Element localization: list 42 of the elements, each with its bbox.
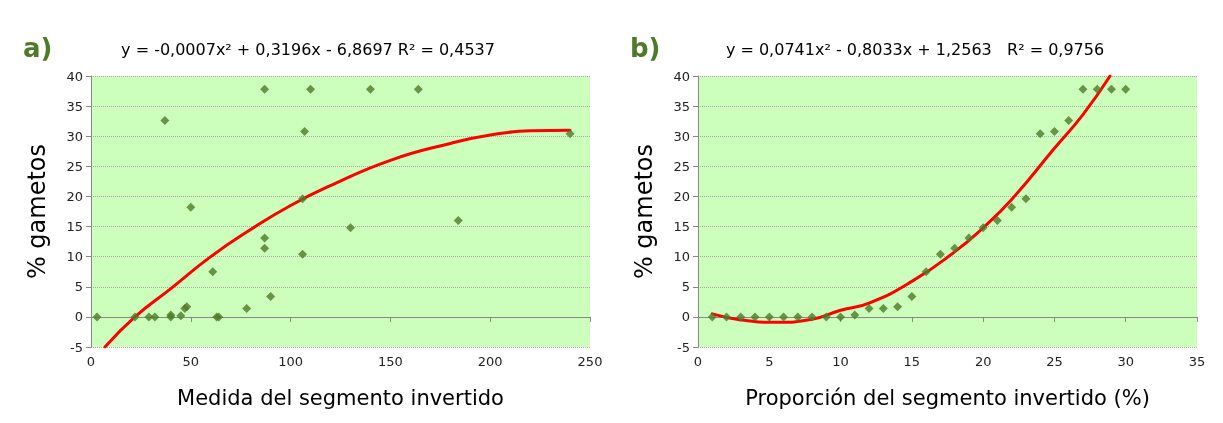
x-tick-label: 25 [1046,354,1063,369]
y-axis-title: % gametos [23,143,51,280]
x-tick-label: 15 [903,354,921,369]
y-tick-label: 5 [74,279,83,295]
y-tick-label: 0 [681,309,690,325]
x-axis-title: Proporción del segmento invertido (%) [745,385,1150,410]
y-tick-label: 25 [673,158,690,174]
y-tick-label: 35 [673,98,690,114]
y-tick-label: 20 [66,188,83,204]
y-tick-label: 35 [66,98,83,114]
x-tick-label: 100 [278,354,304,369]
y-tick-label: 20 [673,188,690,204]
y-tick-label: 15 [66,219,83,235]
chart-subtitle: y = -0,0007x² + 0,3196x - 6,8697 R² = 0,4537 [121,39,495,59]
x-tick-label: 10 [832,354,849,369]
x-tick-label: 250 [577,354,603,369]
y-tick-label: 15 [673,219,690,235]
x-tick-label: 200 [477,354,503,369]
chart-title: a) [23,33,53,63]
y-tick-label: 40 [66,68,83,84]
x-tick-label: 20 [974,354,992,369]
x-tick-label: 35 [1188,354,1206,369]
y-tick-label: 30 [66,128,83,144]
x-tick-label: 0 [693,354,703,369]
chart-subtitle: y = 0,0741x² - 0,8033x + 1,2563 R² = 0,9756 [725,39,1105,59]
y-axis-title: % gametos [630,143,658,280]
y-tick-label: -5 [677,339,690,355]
y-tick-label: 25 [66,158,83,174]
x-tick-label: 50 [182,354,200,369]
x-tick-label: 5 [765,354,774,369]
x-axis-title: Medida del segmento invertido [177,385,504,410]
y-tick-label: 0 [74,309,83,325]
y-tick-label: 10 [673,249,690,265]
y-tick-label: 30 [673,128,690,144]
x-tick-label: 30 [1117,354,1134,369]
x-tick-label: 0 [86,354,96,369]
y-tick-label: -5 [70,339,83,355]
y-tick-label: 5 [681,279,690,295]
x-tick-label: 150 [377,354,403,369]
chart-title: b) [630,33,661,63]
y-tick-label: 40 [673,68,690,84]
y-tick-label: 10 [66,249,83,265]
